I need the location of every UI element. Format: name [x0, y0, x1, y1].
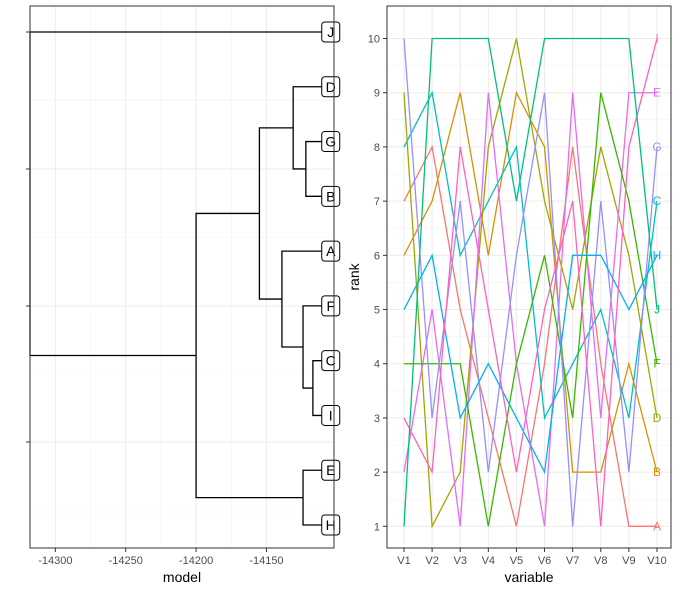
line-plot-border	[386, 5, 672, 549]
line-plot-x-tick-label: V9	[622, 555, 635, 567]
dendrogram-leaf-label: C	[326, 353, 336, 369]
dendrogram-x-ticks: -14300 -14250 -14200 -14150	[38, 548, 284, 567]
dendrogram-link	[312, 360, 323, 417]
line-end-label-D: D	[653, 411, 662, 425]
dendrogram-x-tick-label: -14150	[249, 555, 283, 567]
dendrogram-leaf-label: G	[325, 134, 336, 150]
dendrogram-leaves: J D G B A F C I E H	[321, 21, 341, 536]
line-plot-y-tick-label: 10	[368, 34, 380, 46]
dendrogram-leaf-box	[321, 404, 341, 426]
line-plot-x-tick-label: V4	[482, 555, 495, 567]
line-plot-y-ticks: 1 2 3 4 5 6 7 8 9 10	[368, 34, 387, 533]
dendrogram-leaf-box	[321, 76, 341, 98]
dendrogram-leaf-label: I	[329, 407, 333, 423]
line-plot-x-tick-label: V3	[453, 555, 466, 567]
line-series-C	[403, 90, 658, 421]
line-plot-y-tick-label: 4	[374, 359, 380, 371]
dendrogram-x-axis-title: model	[163, 569, 201, 585]
dendrogram-link	[305, 140, 323, 197]
line-plot-x-tick-label: V2	[425, 555, 438, 567]
dendrogram-border	[29, 5, 335, 549]
dendrogram-leaf-label: A	[326, 243, 336, 259]
dendrogram-leaf-label: H	[326, 517, 336, 533]
line-plot-x-tick-label: V8	[594, 555, 607, 567]
line-plot-background	[387, 6, 671, 548]
line-end-label-A: A	[653, 519, 661, 533]
dendrogram-leaf-label: J	[327, 24, 334, 40]
line-end-label-B: B	[653, 465, 661, 479]
dendrogram-leaf-box	[321, 240, 341, 262]
dendrogram-leaf-box	[321, 295, 341, 317]
line-plot-y-tick-label: 5	[374, 305, 380, 317]
line-plot-y-tick-label: 7	[374, 196, 380, 208]
line-plot-x-tick-label: V1	[397, 555, 410, 567]
line-plot-series	[403, 37, 658, 529]
line-end-label-F: F	[653, 357, 660, 371]
dendrogram-panel: J D G B A F C I E H -14300 -14250 -14200 -14150 mode…	[26, 5, 341, 585]
line-plot-y-tick-label: 2	[374, 467, 380, 479]
dendrogram-leaf-box	[321, 350, 341, 372]
dendrogram-leaf-box	[321, 21, 341, 43]
line-plot-end-labels: A B C D E F G H I J	[652, 32, 661, 534]
dendrogram-x-tick-label: -14200	[179, 555, 213, 567]
line-end-label-E: E	[653, 86, 661, 100]
dendrogram-background	[30, 6, 334, 548]
line-plot-y-tick-label: 6	[374, 250, 380, 262]
dendrogram-leaf-box	[321, 514, 341, 536]
line-end-label-J: J	[654, 303, 660, 317]
dendrogram-link	[281, 250, 323, 348]
line-plot-x-tick-label: V7	[566, 555, 579, 567]
line-plot-x-ticks: V1 V2 V3 V4 V5 V6 V7 V8 V9 V10	[397, 548, 667, 567]
line-plot-y-tick-label: 1	[374, 521, 380, 533]
line-end-label-H: H	[653, 248, 662, 262]
line-plot-x-tick-label: V10	[647, 555, 667, 567]
dendrogram-leaf-box	[321, 185, 341, 207]
line-series-F	[404, 92, 658, 527]
dendrogram-leaf-label: E	[326, 462, 335, 478]
dendrogram-leaf-label: F	[326, 298, 335, 314]
line-series-J	[403, 37, 658, 527]
line-end-label-G: G	[652, 140, 661, 154]
dendrogram-leaf-label: D	[326, 79, 336, 95]
dendrogram-y-ticks	[26, 31, 30, 443]
dendrogram-leaf-label: B	[326, 188, 335, 204]
line-series-H	[403, 253, 658, 475]
line-plot-y-tick-label: 3	[374, 413, 380, 425]
line-plot-x-tick-label: V6	[538, 555, 551, 567]
line-end-label-I: I	[655, 32, 658, 46]
dendrogram-x-tick-label: -14300	[38, 555, 72, 567]
line-plot-y-tick-label: 9	[374, 88, 380, 100]
line-plot-y-axis-title: rank	[346, 262, 362, 290]
line-plot-x-tick-label: V5	[510, 555, 523, 567]
dendrogram-x-tick-label: -14250	[109, 555, 143, 567]
line-end-label-C: C	[653, 194, 662, 208]
dendrogram-leaf-box	[321, 459, 341, 481]
line-series-I	[403, 38, 658, 527]
line-plot-x-axis-title: variable	[504, 569, 553, 585]
dendrogram-leaf-box	[321, 131, 341, 153]
line-plot-y-tick-label: 8	[374, 142, 380, 154]
